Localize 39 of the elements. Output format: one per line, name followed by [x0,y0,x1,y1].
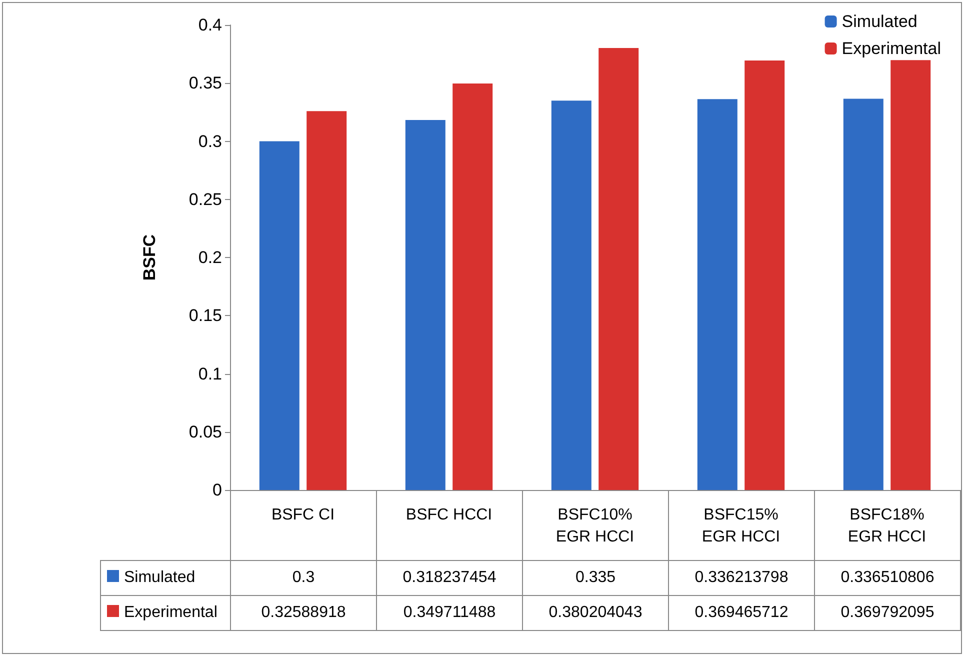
bar [259,141,300,490]
x-tick-label: BSFC CI [271,506,335,524]
legend-label: Experimental [842,39,942,58]
y-axis-title: BSFC [140,234,159,281]
y-tick-label: 0.15 [188,306,222,326]
bar [452,83,493,490]
data-label: 0.335 [575,569,616,587]
data-label: 0.369792095 [840,604,934,622]
y-tick-label: 0.3 [198,132,222,151]
bar [697,99,738,490]
y-tick-label: 0 [212,480,222,500]
y-tick-label: 0.2 [198,248,222,267]
y-tick-label: 0.35 [188,74,222,93]
data-label: 0.369465712 [694,604,788,622]
data-label: 0.380204043 [548,604,642,622]
bar [744,60,785,490]
bar [890,60,931,490]
text: Experimental [124,604,218,621]
text: Simulated [124,569,196,586]
bar [306,111,347,490]
legend-label: Simulated [842,12,918,31]
data-label: 0.336213798 [694,569,788,587]
bar [405,120,446,490]
x-tick-label: BSFC10% EGR HCCI [556,506,634,546]
y-tick-label: 0.25 [188,190,222,209]
x-tick-label: BSFC HCCI [406,506,492,524]
x-tick-label: BSFC15% EGR HCCI [702,506,780,546]
data-label: 0.3 [292,569,315,587]
y-tick-label: 0.4 [198,16,222,34]
data-label: 0.336510806 [840,569,934,587]
bar [598,48,639,490]
data-label: 0.318237454 [402,569,496,587]
bar [551,100,592,490]
bar [843,98,884,490]
y-tick-label: 0.05 [188,422,222,442]
y-tick-label: 0.1 [198,364,222,384]
data-label: 0.349711488 [403,604,496,622]
x-tick-label: BSFC18% EGR HCCI [848,506,926,546]
data-label: 0.32588918 [261,604,346,622]
